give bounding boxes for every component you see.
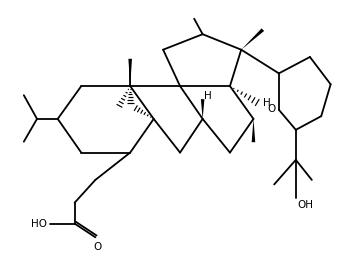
Polygon shape: [252, 119, 255, 142]
Text: HO: HO: [31, 219, 47, 229]
Text: O: O: [93, 242, 101, 252]
Text: H: H: [205, 91, 212, 101]
Polygon shape: [129, 59, 132, 86]
Text: O: O: [268, 104, 276, 114]
Text: OH: OH: [298, 200, 313, 210]
Text: H: H: [262, 98, 270, 108]
Polygon shape: [201, 99, 205, 119]
Polygon shape: [241, 28, 264, 50]
